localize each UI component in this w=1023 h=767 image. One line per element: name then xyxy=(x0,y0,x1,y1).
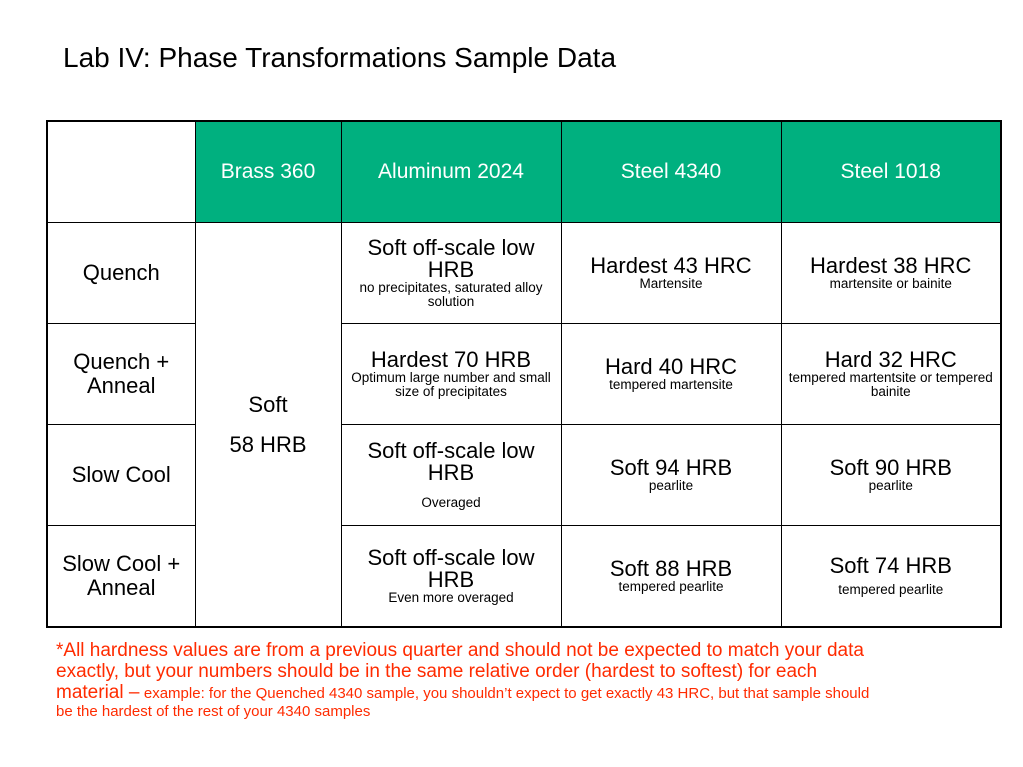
footnote-lead: *All hardness values are from a previous… xyxy=(56,640,864,703)
cell-main: Soft 94 HRB xyxy=(609,455,733,480)
cell-main: Soft off-scale low HRB xyxy=(367,438,535,485)
cell-slow-cool-anneal-steel-1018: Soft 74 HRB tempered pearlite xyxy=(780,525,1002,628)
brass-360-cell: Soft 58 HRB xyxy=(194,222,342,628)
row-label-slow-cool-anneal: Slow Cool + Anneal xyxy=(46,525,196,628)
cell-main: Hardest 43 HRC xyxy=(590,253,752,278)
cell-main: Hard 40 HRC xyxy=(604,354,738,379)
brass-hardness-label: Soft xyxy=(248,391,288,417)
cell-note: Optimum large number and small size of p… xyxy=(351,370,551,399)
cell-note: tempered pearlite xyxy=(838,582,944,597)
page-title: Lab IV: Phase Transformations Sample Dat… xyxy=(63,42,617,73)
cell-main: Soft 74 HRB xyxy=(829,553,952,578)
cell-slow-cool-steel-1018: Soft 90 HRB pearlite xyxy=(780,424,1002,526)
cell-note: pearlite xyxy=(648,478,694,493)
cell-note: tempered martensite xyxy=(609,377,733,392)
cell-slow-cool-steel-4340: Soft 94 HRB pearlite xyxy=(560,424,782,526)
cell-slow-cool-anneal-steel-4340: Soft 88 HRB tempered pearlite xyxy=(560,525,782,628)
cell-note: Overaged xyxy=(421,495,481,510)
table-row-quench: Quench Soft 58 HRB Soft off-scale low HR… xyxy=(46,222,1002,628)
table-row-slow-cool-anneal: Slow Cool + Anneal Soft off-scale low HR… xyxy=(46,525,1002,628)
cell-main: Hardest 38 HRC xyxy=(810,253,972,278)
cell-note: pearlite xyxy=(868,478,913,493)
row-label-quench: Quench xyxy=(46,222,196,324)
header-brass-360: Brass 360 xyxy=(194,120,342,223)
footnote: *All hardness values are from a previous… xyxy=(56,640,876,721)
cell-main: Hard 32 HRC xyxy=(824,347,957,372)
cell-main: Hardest 70 HRB xyxy=(370,347,532,372)
table-row-quench-anneal: Quench + Anneal Hardest 70 HRB Optimum l… xyxy=(46,323,1002,425)
footnote-example: example: for the Quenched 4340 sample, y… xyxy=(56,685,870,720)
cell-note: tempered martentsite or tempered bainite xyxy=(788,370,993,399)
cell-main: Soft off-scale low HRB xyxy=(367,235,535,282)
row-label-slow-cool: Slow Cool xyxy=(46,424,196,526)
brass-hardness-value: 58 HRB xyxy=(229,431,307,457)
hardness-table: Brass 360 Aluminum 2024 Steel 4340 Steel… xyxy=(46,120,1002,628)
cell-quench-anneal-steel-1018: Hard 32 HRC tempered martentsite or temp… xyxy=(780,323,1002,425)
cell-slow-cool-anneal-aluminum: Soft off-scale low HRB Even more overage… xyxy=(340,525,562,628)
cell-note: Martensite xyxy=(639,276,703,291)
header-row: Brass 360 Aluminum 2024 Steel 4340 Steel… xyxy=(46,120,1002,223)
cell-main: Soft off-scale low HRB xyxy=(367,545,535,592)
row-label-quench-anneal: Quench + Anneal xyxy=(46,323,196,425)
header-aluminum-2024: Aluminum 2024 xyxy=(340,120,562,223)
cell-quench-steel-1018: Hardest 38 HRC martensite or bainite xyxy=(780,222,1002,324)
table-row-slow-cool: Slow Cool Soft off-scale low HRB Overage… xyxy=(46,424,1002,526)
cell-note: no precipitates, saturated alloy solutio… xyxy=(359,280,543,309)
cell-slow-cool-aluminum: Soft off-scale low HRB Overaged xyxy=(340,424,562,526)
header-steel-1018: Steel 1018 xyxy=(780,120,1002,223)
header-empty-cell xyxy=(46,120,196,223)
header-steel-4340: Steel 4340 xyxy=(560,120,782,223)
cell-quench-anneal-steel-4340: Hard 40 HRC tempered martensite xyxy=(560,323,782,425)
cell-quench-steel-4340: Hardest 43 HRC Martensite xyxy=(560,222,782,324)
cell-quench-anneal-aluminum: Hardest 70 HRB Optimum large number and … xyxy=(340,323,562,425)
cell-note: Even more overaged xyxy=(388,590,514,605)
cell-note: tempered pearlite xyxy=(618,579,724,594)
cell-note: martensite or bainite xyxy=(829,276,952,291)
cell-main: Soft 90 HRB xyxy=(829,455,952,480)
cell-main: Soft 88 HRB xyxy=(609,556,733,581)
cell-quench-aluminum: Soft off-scale low HRB no precipitates, … xyxy=(340,222,562,324)
